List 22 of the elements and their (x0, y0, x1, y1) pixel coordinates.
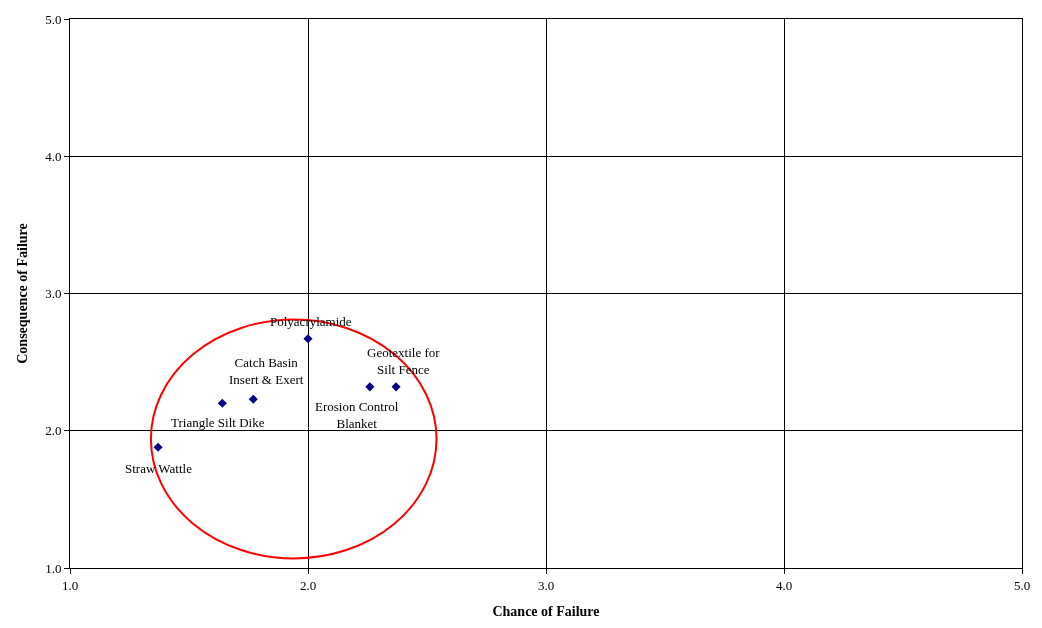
x-tick-label: 4.0 (775, 577, 793, 593)
x-tick-label: 3.0 (537, 577, 555, 593)
point (248, 394, 258, 404)
y-tick-label: 3.0 (45, 286, 62, 302)
point (217, 398, 227, 408)
y-axis-title: Consequence of Failure (14, 223, 30, 364)
y-tick-label: 1.0 (45, 560, 62, 576)
x-tick-label: 1.0 (61, 577, 79, 593)
y-tick-label: 4.0 (45, 148, 62, 164)
x-tick-label: 2.0 (299, 577, 317, 593)
x-tick-label: 5.0 (1013, 577, 1031, 593)
annotation: Catch Basin Insert & Exert (229, 355, 304, 387)
point (153, 442, 163, 452)
x-axis-title: Chance of Failure (492, 603, 600, 619)
annotation: Straw Wattle (125, 461, 193, 476)
point (365, 382, 375, 392)
annotation: Erosion Control Blanket (315, 399, 399, 431)
point (303, 334, 313, 344)
annotation: Triangle Silt Dike (171, 415, 265, 430)
point (391, 382, 401, 392)
y-tick-label: 2.0 (45, 423, 62, 439)
y-tick-label: 5.0 (45, 11, 62, 27)
